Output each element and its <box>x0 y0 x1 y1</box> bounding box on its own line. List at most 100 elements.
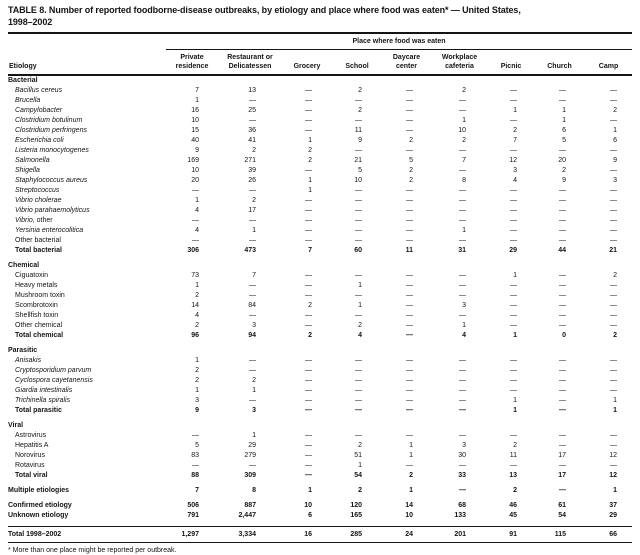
value-cell: — <box>559 432 566 439</box>
table-row: Scombrotoxin 14 84 2 1 — 3 — — — <box>8 301 632 311</box>
value-cell: 1 <box>562 107 566 114</box>
value-cell: — <box>355 187 362 194</box>
value-cell: 8 <box>252 487 256 494</box>
etiology-label: Mushroom toxin <box>15 292 65 299</box>
value-cell: — <box>510 197 517 204</box>
value-cell: 2 <box>195 322 199 329</box>
value-cell <box>534 75 585 86</box>
value-cell: — <box>459 432 466 439</box>
table-row: Streptococcus — — 1 — — — — — — <box>8 186 632 196</box>
value-cell: — <box>192 187 199 194</box>
value-cell: — <box>305 227 312 234</box>
value-cell: — <box>305 462 312 469</box>
value-cell: 169 <box>187 157 199 164</box>
value-cell: 1 <box>409 442 413 449</box>
value-cell: 4 <box>195 227 199 234</box>
value-cell: — <box>559 207 566 214</box>
table-title-line2: 1998–2002 <box>8 16 53 27</box>
value-cell: 54 <box>558 512 566 519</box>
value-cell <box>332 261 382 271</box>
value-cell <box>585 421 632 431</box>
value-cell: 887 <box>244 502 256 509</box>
value-cell: — <box>510 432 517 439</box>
value-cell: — <box>510 357 517 364</box>
value-cell: — <box>192 237 199 244</box>
outbreaks-table: Place where food was eaten Etiology Priv… <box>8 36 633 543</box>
value-cell: 1 <box>195 357 199 364</box>
value-cell: 68 <box>458 502 466 509</box>
value-cell: — <box>249 237 256 244</box>
value-cell <box>218 421 282 431</box>
value-cell: — <box>305 397 312 404</box>
value-cell: — <box>355 312 362 319</box>
value-cell: — <box>610 357 618 364</box>
value-cell: 14 <box>405 502 413 509</box>
table-row: Staphylococcus aureus 20 26 1 10 2 8 4 9 3 <box>8 176 632 186</box>
value-cell: 3 <box>252 322 256 329</box>
value-cell: 1 <box>462 227 466 234</box>
value-cell: — <box>459 487 466 494</box>
table-row: Bacillus cereus 7 13 — 2 — 2 — — — <box>8 86 632 96</box>
etiology-column-header: Etiology <box>8 49 166 76</box>
value-cell: — <box>510 322 517 329</box>
value-cell: 1 <box>613 407 618 414</box>
etiology-label: Anisakis <box>15 357 42 364</box>
value-cell: 1 <box>358 462 362 469</box>
value-cell: 17 <box>558 472 566 479</box>
section-label: Viral <box>8 422 24 429</box>
value-cell: 2 <box>513 442 517 449</box>
value-cell: — <box>355 432 362 439</box>
value-cell: 2 <box>195 292 199 299</box>
value-cell: 96 <box>191 332 199 339</box>
value-cell: — <box>559 197 566 204</box>
value-cell: — <box>459 197 466 204</box>
value-cell: — <box>249 462 256 469</box>
value-cell: 30 <box>458 452 466 459</box>
value-cell: 41 <box>248 137 256 144</box>
value-cell: — <box>559 97 566 104</box>
value-cell: 73 <box>191 272 199 279</box>
value-cell: — <box>559 462 566 469</box>
value-cell: — <box>610 207 618 214</box>
value-cell: — <box>459 217 466 224</box>
value-cell: 5 <box>358 167 362 174</box>
value-cell: — <box>192 432 199 439</box>
value-cell: 7 <box>195 87 199 94</box>
value-cell: 33 <box>458 472 466 479</box>
value-cell: — <box>510 302 517 309</box>
value-cell <box>488 261 534 271</box>
value-cell: — <box>510 87 517 94</box>
value-cell <box>534 261 585 271</box>
value-cell: 2 <box>562 167 566 174</box>
value-cell: 6 <box>562 127 566 134</box>
value-cell: — <box>355 97 362 104</box>
value-cell: — <box>610 97 618 104</box>
value-cell: — <box>459 407 466 414</box>
value-cell <box>488 346 534 356</box>
value-cell: 83 <box>191 452 199 459</box>
value-cell: — <box>610 87 618 94</box>
value-cell: 3 <box>462 442 466 449</box>
value-cell: 120 <box>350 502 362 509</box>
footnote: * More than one place might be reported … <box>8 547 177 554</box>
value-cell: 1 <box>513 407 517 414</box>
value-cell: — <box>249 292 256 299</box>
value-cell: — <box>406 397 413 404</box>
value-cell: — <box>249 397 256 404</box>
table-row: Cyclospora cayetanensis 2 2 — — — — — — — <box>8 376 632 386</box>
section-label: Parasitic <box>8 347 38 354</box>
value-cell: 2 <box>252 197 256 204</box>
etiology-label: Vibrio parahaemolyticus <box>15 207 90 214</box>
col-header-grocery: Grocery <box>282 49 332 76</box>
value-cell: 5 <box>195 442 199 449</box>
value-cell: 2,447 <box>238 512 256 519</box>
value-cell: 309 <box>244 472 256 479</box>
value-cell: 1 <box>195 197 199 204</box>
etiology-label: Total parasitic <box>15 407 62 414</box>
value-cell: — <box>406 332 413 339</box>
value-cell: — <box>355 207 362 214</box>
value-cell: 1 <box>308 177 312 184</box>
value-cell: 10 <box>354 177 362 184</box>
table-row: Trichinella spiralis 3 — — — — — 1 — 1 <box>8 396 632 406</box>
value-cell: — <box>559 397 566 404</box>
